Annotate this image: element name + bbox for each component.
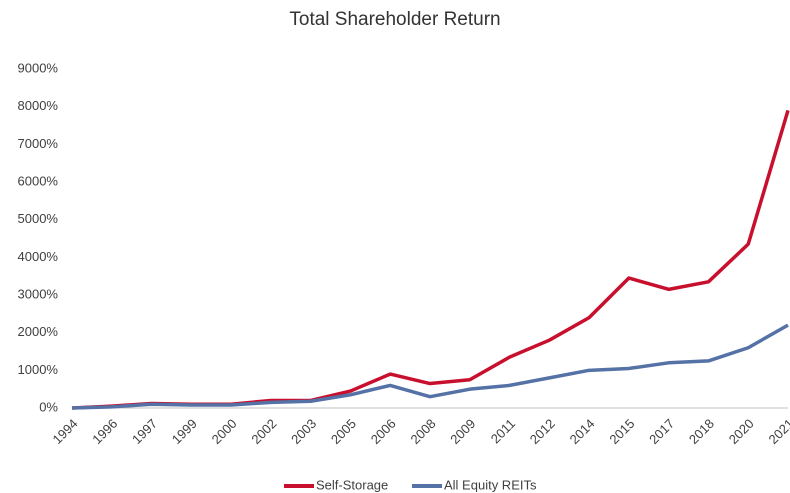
x-tick-label: 2002 — [248, 416, 279, 447]
x-tick-label: 2011 — [488, 416, 518, 446]
x-tick-label: 2006 — [368, 416, 399, 447]
legend-label: Self-Storage — [316, 477, 388, 492]
chart-title: Total Shareholder Return — [289, 9, 500, 30]
y-tick-label: 3000% — [18, 286, 59, 301]
y-tick-label: 4000% — [18, 249, 59, 264]
y-tick-label: 8000% — [18, 98, 59, 113]
x-tick-label: 1996 — [89, 416, 120, 447]
x-tick-label: 1997 — [129, 416, 160, 447]
x-tick-label: 1994 — [49, 416, 80, 447]
x-tick-label: 2021 — [765, 416, 790, 447]
x-tick-label: 2003 — [288, 416, 319, 447]
y-tick-label: 6000% — [18, 173, 59, 188]
x-tick-label: 2018 — [686, 416, 717, 447]
x-tick-label: 2017 — [646, 416, 677, 447]
x-tick-label: 2009 — [447, 416, 478, 447]
legend-label: All Equity REITs — [444, 477, 537, 492]
x-tick-label: 2014 — [567, 416, 598, 447]
x-tick-label: 1999 — [169, 416, 200, 447]
y-tick-label: 7000% — [18, 136, 59, 151]
y-tick-label: 2000% — [18, 324, 59, 339]
x-tick-label: 2008 — [407, 416, 438, 447]
y-tick-label: 0% — [39, 399, 58, 414]
series-line — [71, 323, 789, 410]
y-tick-label: 9000% — [18, 60, 59, 75]
x-tick-label: 2020 — [726, 416, 757, 447]
y-tick-label: 5000% — [18, 211, 59, 226]
x-tick-label: 2015 — [606, 416, 637, 447]
x-tick-label: 2000 — [209, 416, 240, 447]
x-tick-label: 2005 — [328, 416, 359, 447]
y-tick-label: 1000% — [18, 362, 59, 377]
x-tick-label: 2012 — [527, 416, 558, 447]
